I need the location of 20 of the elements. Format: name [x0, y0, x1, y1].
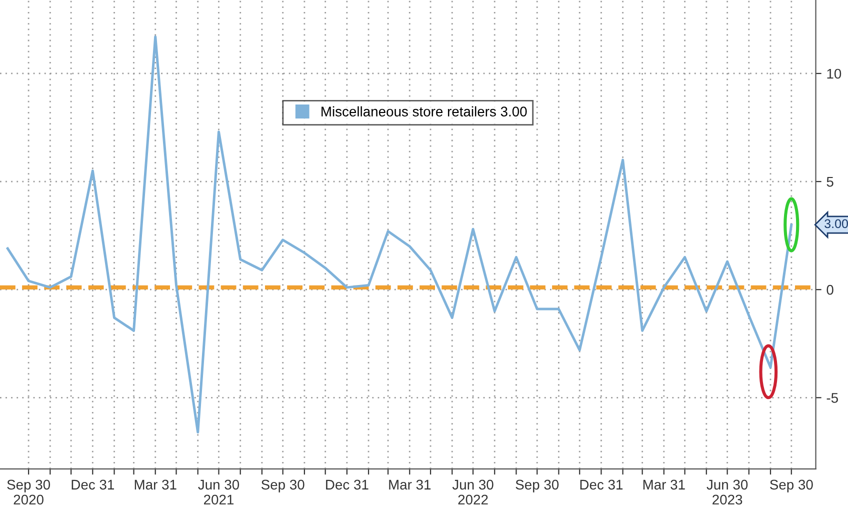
x-tick-label: Sep 30 — [516, 480, 559, 492]
line-series — [6, 35, 793, 434]
x-tick-label: Dec 31 — [72, 480, 114, 490]
x-tick-label: Dec 31 — [326, 480, 368, 490]
x-tick-label: Jun 30 2023 — [706, 480, 748, 505]
x-tick-label: Jun 30 2022 — [452, 480, 494, 505]
y-tick-label: 5 — [826, 177, 834, 187]
x-tick-label: Mar 31 — [134, 480, 176, 490]
x-tick-label: Mar 31 — [643, 480, 685, 490]
x-tick-label: Sep 30 — [770, 480, 813, 492]
y-tick-label: -5 — [826, 393, 838, 403]
x-tick-label: Mar 31 — [389, 480, 431, 490]
x-tick-label: Dec 31 — [580, 480, 623, 490]
annotation: 3.00 — [824, 219, 848, 228]
x-tick-label: Jun 30 2021 — [198, 480, 240, 505]
x-tick-label: Sep 30 — [261, 480, 304, 492]
y-tick-label: 10 — [827, 68, 842, 79]
x-tick-label: Sep 30 2020 — [7, 480, 50, 505]
legend-label: Miscellaneous store retailers 3.00 — [322, 106, 527, 116]
y-tick-label: 0 — [826, 284, 834, 295]
